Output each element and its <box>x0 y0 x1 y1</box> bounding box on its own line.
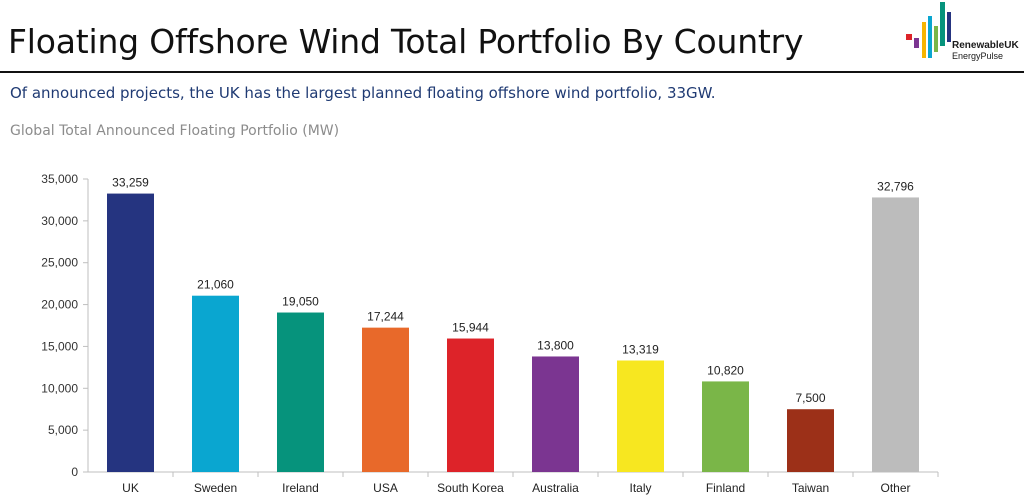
bar-sweden <box>192 295 239 472</box>
bar-ireland <box>277 312 324 472</box>
x-tick-label: Other <box>880 481 910 495</box>
bar-south-korea <box>447 338 494 472</box>
bar-taiwan <box>787 409 834 472</box>
bar-australia <box>532 356 579 472</box>
data-label: 17,244 <box>367 310 404 324</box>
data-label: 10,820 <box>707 363 744 377</box>
x-tick-label: Ireland <box>282 481 319 495</box>
page-subtitle: Of announced projects, the UK has the la… <box>10 84 716 102</box>
data-label: 7,500 <box>795 391 825 405</box>
logo-product-text: EnergyPulse <box>952 51 1004 61</box>
x-tick-label: USA <box>373 481 398 495</box>
logo-brand-text: RenewableUK <box>952 40 1019 51</box>
x-tick-label: Taiwan <box>792 481 829 495</box>
x-tick-label: Italy <box>629 481 651 495</box>
page-title: Floating Offshore Wind Total Portfolio B… <box>8 22 804 61</box>
chart-bars: 33,259 21,060 19,050 17,244 15,944 13,800 13,3… <box>107 176 919 473</box>
bar-italy <box>617 360 664 472</box>
data-label: 33,259 <box>112 176 149 190</box>
chart-title: Global Total Announced Floating Portfoli… <box>10 123 340 139</box>
bar-finland <box>702 381 749 472</box>
y-tick-label: 15,000 <box>41 339 78 353</box>
data-label: 19,050 <box>282 295 319 309</box>
bar-usa <box>362 327 409 472</box>
renewableuk-logo: RenewableUK EnergyPulse <box>902 0 1024 64</box>
data-label: 13,800 <box>537 338 574 352</box>
title-divider <box>0 71 1024 73</box>
x-tick-label: UK <box>122 481 139 495</box>
y-tick-label: 30,000 <box>41 214 78 228</box>
y-tick-label: 35,000 <box>41 172 78 186</box>
y-tick-label: 25,000 <box>41 256 78 270</box>
bar-chart: 0 5,000 10,000 15,000 20,000 25,000 30,000 35,0… <box>41 172 939 495</box>
bar-uk <box>107 193 154 473</box>
y-tick-label: 0 <box>71 465 78 479</box>
chart-axes: 0 5,000 10,000 15,000 20,000 25,000 30,000 35,0… <box>41 172 939 495</box>
x-tick-label: Sweden <box>194 481 237 495</box>
x-tick-label: Finland <box>706 481 745 495</box>
x-tick-label: Australia <box>532 481 579 495</box>
data-label: 32,796 <box>877 179 914 193</box>
x-tick-label: South Korea <box>437 481 504 495</box>
logo-bars-icon <box>906 2 951 58</box>
data-label: 15,944 <box>452 321 489 335</box>
data-label: 21,060 <box>197 278 234 292</box>
y-tick-label: 10,000 <box>41 381 78 395</box>
data-label: 13,319 <box>622 343 659 357</box>
bar-other <box>872 197 919 472</box>
y-tick-label: 20,000 <box>41 298 78 312</box>
y-tick-label: 5,000 <box>48 423 78 437</box>
